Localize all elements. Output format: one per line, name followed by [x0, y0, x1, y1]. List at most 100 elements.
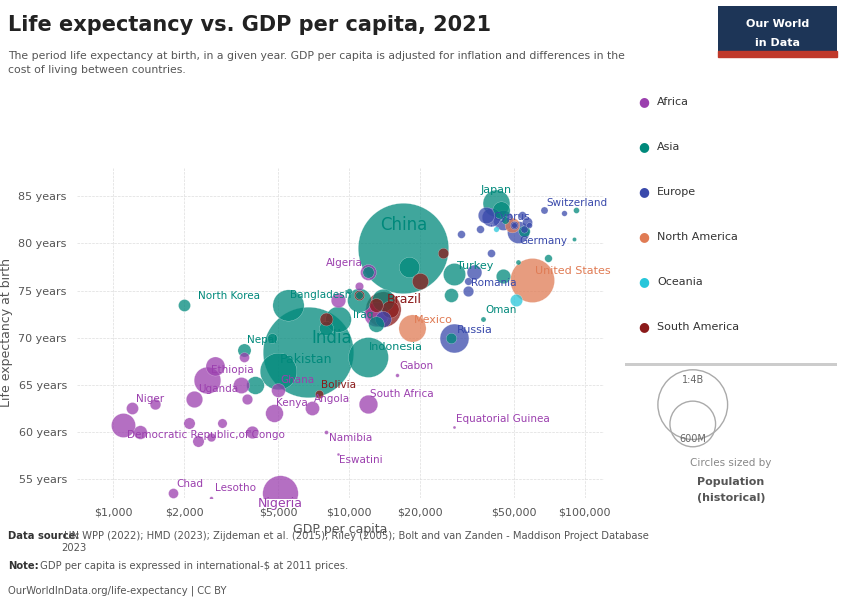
Point: [494, 206, 507, 215]
Text: Ghana: Ghana: [280, 375, 314, 385]
Text: ●: ●: [638, 140, 649, 154]
Point: [125, 404, 139, 413]
Point: [505, 220, 518, 229]
Point: [204, 432, 218, 442]
Point: [686, 400, 700, 409]
Point: [489, 198, 502, 208]
Point: [468, 267, 481, 277]
Point: [455, 229, 468, 239]
Text: Nigeria: Nigeria: [258, 497, 303, 510]
Point: [525, 275, 539, 285]
Text: GDP per capita is expressed in international-$ at 2011 prices.: GDP per capita is expressed in internati…: [37, 561, 348, 571]
Point: [507, 220, 520, 229]
Text: Europe: Europe: [657, 187, 696, 197]
Text: Population: Population: [697, 477, 765, 487]
Point: [570, 206, 583, 215]
Text: Oman: Oman: [485, 305, 517, 315]
Point: [462, 286, 475, 295]
Text: Pakistan: Pakistan: [280, 353, 332, 366]
Point: [352, 295, 366, 305]
Point: [273, 488, 286, 498]
Point: [511, 227, 524, 237]
Point: [567, 234, 581, 244]
Text: Russia: Russia: [457, 325, 493, 335]
Text: Bolivia: Bolivia: [320, 380, 356, 389]
Point: [313, 389, 326, 399]
Point: [116, 421, 129, 430]
Text: Note:: Note:: [8, 561, 39, 571]
Point: [204, 493, 218, 503]
Point: [246, 427, 259, 437]
Point: [448, 333, 462, 343]
Text: in Data: in Data: [756, 38, 800, 48]
Text: Japan: Japan: [480, 185, 512, 196]
Point: [489, 224, 502, 234]
Text: ●: ●: [638, 320, 649, 334]
Y-axis label: Life expectancy at birth: Life expectancy at birth: [0, 259, 13, 407]
X-axis label: GDP per capita: GDP per capita: [292, 523, 388, 536]
Text: Brazil: Brazil: [386, 293, 422, 305]
Text: The period life expectancy at birth, in a given year. GDP per capita is adjusted: The period life expectancy at birth, in …: [8, 51, 626, 75]
Point: [413, 277, 427, 286]
Point: [509, 295, 523, 305]
Text: Niger: Niger: [136, 394, 164, 404]
Point: [178, 300, 191, 310]
Text: Lesotho: Lesotho: [215, 483, 256, 493]
Point: [484, 212, 498, 222]
Text: Data source:: Data source:: [8, 531, 80, 541]
Text: ●: ●: [638, 185, 649, 199]
Point: [520, 217, 534, 227]
Text: Angola: Angola: [314, 394, 350, 404]
Point: [191, 437, 205, 446]
Text: Eswatini: Eswatini: [339, 455, 382, 465]
Point: [537, 206, 551, 215]
Point: [200, 376, 213, 385]
Text: Democratic Republic,of'Congo: Democratic Republic,of'Congo: [128, 430, 286, 440]
Point: [558, 208, 571, 218]
Point: [507, 220, 520, 229]
Point: [332, 314, 345, 323]
Point: [267, 409, 280, 418]
Point: [496, 272, 510, 281]
Text: Our World: Our World: [746, 19, 809, 29]
Text: Uganda: Uganda: [198, 384, 239, 394]
Point: [237, 345, 251, 355]
Text: ●: ●: [638, 230, 649, 244]
Bar: [718, 51, 837, 57]
Point: [515, 211, 529, 220]
Point: [522, 220, 536, 229]
Point: [352, 290, 366, 300]
Point: [280, 300, 294, 310]
Text: Kenya: Kenya: [276, 398, 308, 409]
Point: [377, 305, 390, 314]
Text: South America: South America: [657, 322, 740, 332]
Point: [235, 380, 248, 389]
Point: [360, 399, 374, 409]
Text: 1:4B: 1:4B: [682, 375, 704, 385]
Point: [369, 300, 382, 310]
Point: [436, 248, 450, 257]
Text: North America: North America: [657, 232, 738, 242]
Text: Iraq: Iraq: [353, 310, 373, 320]
Text: Germany: Germany: [520, 236, 568, 246]
Point: [517, 226, 530, 236]
Point: [444, 333, 457, 343]
Point: [265, 333, 279, 343]
Text: Life expectancy vs. GDP per capita, 2021: Life expectancy vs. GDP per capita, 2021: [8, 15, 491, 35]
Point: [332, 449, 345, 458]
Text: OurWorldInData.org/life-expectancy | CC BY: OurWorldInData.org/life-expectancy | CC …: [8, 585, 227, 595]
Text: Turkey: Turkey: [457, 261, 494, 271]
Point: [476, 314, 490, 323]
Point: [360, 267, 374, 277]
Text: Gabon: Gabon: [399, 361, 434, 371]
Point: [462, 277, 475, 286]
Point: [383, 305, 397, 314]
Text: Africa: Africa: [657, 97, 689, 107]
Text: ●: ●: [638, 275, 649, 289]
Point: [343, 286, 356, 295]
Text: Asia: Asia: [657, 142, 680, 152]
Point: [405, 323, 419, 333]
Point: [320, 427, 333, 437]
Point: [271, 385, 285, 394]
Point: [271, 366, 285, 376]
